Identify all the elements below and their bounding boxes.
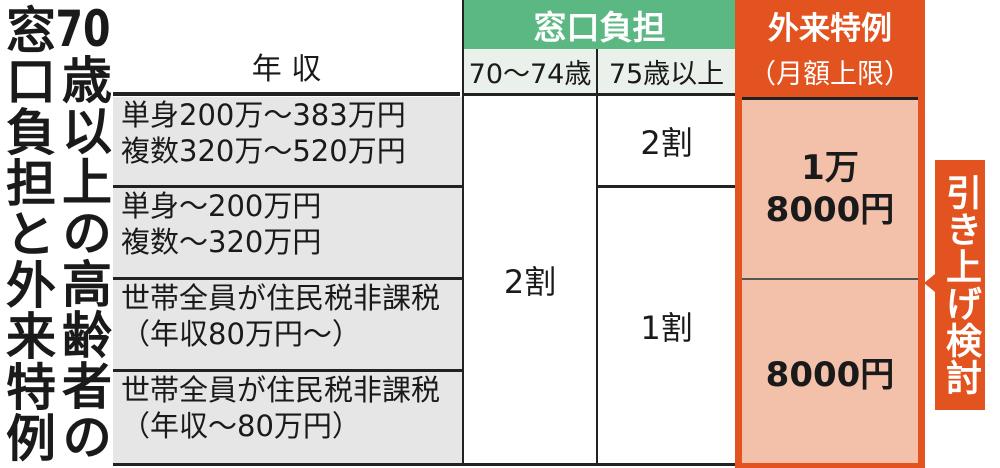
note-label: 引き上げ検討: [935, 160, 985, 410]
income-line: 複数320万～520万円: [121, 134, 406, 168]
special-header: 外来特例: [768, 10, 892, 47]
income-line: （年収80万円～）: [121, 317, 361, 351]
title-line-2: 70歳以上の高齢者の: [54, 4, 112, 462]
income-line: 単身～200万円: [121, 189, 322, 223]
income-row: 世帯全員が住民税非課税 （年収～80万円）: [113, 372, 462, 466]
arrow-left-icon: [924, 274, 935, 292]
special-a-line1: 1万: [801, 148, 859, 188]
copay-75-cell-b: 1割: [598, 188, 735, 466]
copay-70-74-cell: 2割: [462, 96, 598, 466]
copay-75-cell-a: 2割: [598, 96, 735, 188]
copay-header: 窓口負担: [462, 0, 735, 49]
income-line: 複数～320万円: [121, 225, 322, 259]
copay-sub-75: 75歳以上: [598, 49, 735, 96]
income-line: 世帯全員が住民税非課税: [121, 281, 441, 315]
special-sub: （月額上限）: [749, 58, 911, 90]
income-line: （年収～80万円）: [121, 409, 361, 443]
copay-sub-70-74: 70～74歳: [462, 49, 598, 96]
special-cell-b: 8000円: [742, 280, 918, 463]
income-row: 世帯全員が住民税非課税 （年収80万円～）: [113, 280, 462, 372]
special-cell-a: 1万 8000円: [742, 97, 918, 280]
income-line: 単身200万～383万円: [121, 98, 406, 132]
income-header: 年 収: [113, 40, 460, 96]
note-text: 引き上げ検討: [940, 174, 981, 396]
special-a-line2: 8000円: [765, 190, 895, 230]
income-row: 単身～200万円 複数～320万円: [113, 188, 462, 280]
title-line-1: 窓口負担と外来特例: [0, 4, 56, 463]
income-line: 世帯全員が住民税非課税: [121, 373, 441, 407]
income-row: 単身200万～383万円 複数320万～520万円: [113, 97, 462, 188]
